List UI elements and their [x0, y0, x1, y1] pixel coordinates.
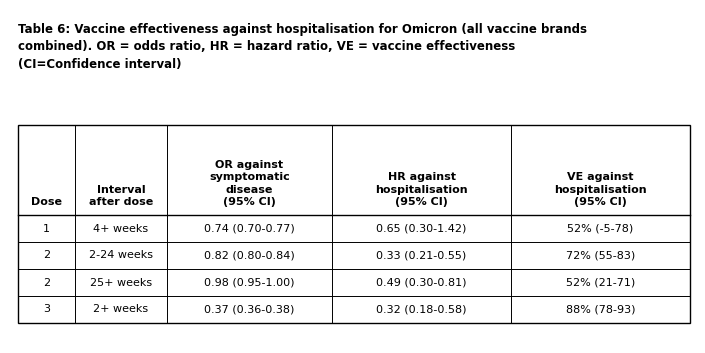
Text: 1: 1 [43, 223, 50, 233]
Text: 2: 2 [43, 251, 50, 261]
Text: 0.65 (0.30-1.42): 0.65 (0.30-1.42) [376, 223, 467, 233]
Text: 88% (78-93): 88% (78-93) [566, 305, 635, 315]
Text: OR against
symptomatic
disease
(95% CI): OR against symptomatic disease (95% CI) [209, 160, 290, 207]
Text: VE against
hospitalisation
(95% CI): VE against hospitalisation (95% CI) [554, 172, 646, 207]
Text: 2+ weeks: 2+ weeks [94, 305, 149, 315]
Text: 52% (21-71): 52% (21-71) [566, 277, 635, 287]
Text: 0.49 (0.30-0.81): 0.49 (0.30-0.81) [376, 277, 467, 287]
Text: 52% (-5-78): 52% (-5-78) [568, 223, 634, 233]
Text: HR against
hospitalisation
(95% CI): HR against hospitalisation (95% CI) [375, 172, 468, 207]
Text: 0.98 (0.95-1.00): 0.98 (0.95-1.00) [204, 277, 295, 287]
Bar [18, 125, 690, 323]
Text: 25+ weeks: 25+ weeks [90, 277, 152, 287]
Text: 0.32 (0.18-0.58): 0.32 (0.18-0.58) [376, 305, 467, 315]
Text: 3: 3 [43, 305, 50, 315]
Text: 72% (55-83): 72% (55-83) [566, 251, 635, 261]
Text: 0.33 (0.21-0.55): 0.33 (0.21-0.55) [376, 251, 467, 261]
Text: 0.82 (0.80-0.84): 0.82 (0.80-0.84) [204, 251, 295, 261]
Text: Interval
after dose: Interval after dose [89, 185, 153, 207]
Text: 2: 2 [43, 277, 50, 287]
Text: 0.37 (0.36-0.38): 0.37 (0.36-0.38) [204, 305, 295, 315]
Text: 2-24 weeks: 2-24 weeks [89, 251, 153, 261]
Text: 4+ weeks: 4+ weeks [94, 223, 149, 233]
Text: Table 6: Vaccine effectiveness against hospitalisation for Omicron (all vaccine : Table 6: Vaccine effectiveness against h… [18, 23, 587, 71]
Text: Dose: Dose [31, 197, 62, 207]
Text: 0.74 (0.70-0.77): 0.74 (0.70-0.77) [204, 223, 295, 233]
